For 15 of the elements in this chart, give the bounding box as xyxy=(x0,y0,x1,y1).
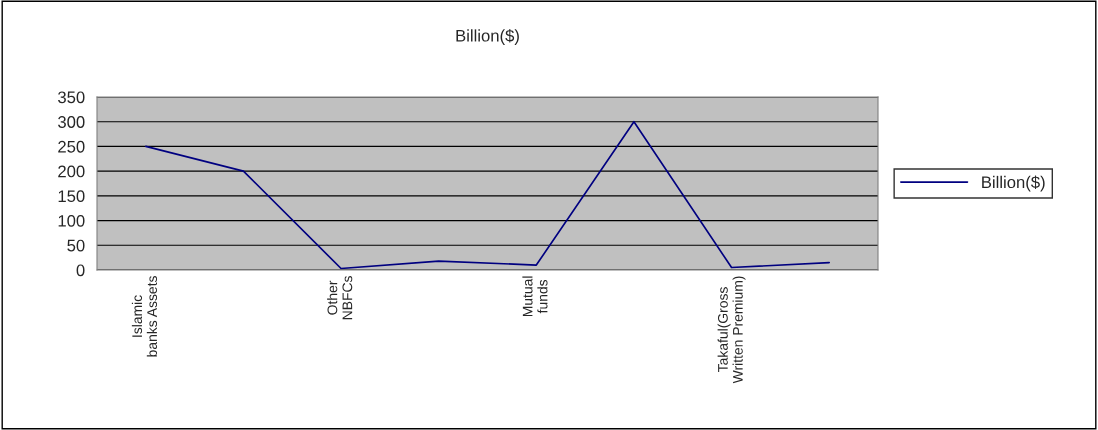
y-tick-label: 350 xyxy=(58,91,85,104)
legend-label: Billion($) xyxy=(982,175,1045,192)
x-tick-label: Other NBFCs xyxy=(327,276,353,320)
y-tick-label: 300 xyxy=(58,116,85,128)
y-tick-label: 100 xyxy=(58,214,85,227)
x-tick-label: Islamic banks Assets xyxy=(131,276,158,357)
y-tick-label: 50 xyxy=(67,239,85,252)
y-tick-label: 0 xyxy=(76,264,85,277)
y-tick-label: 150 xyxy=(58,190,85,203)
y-tick-label: 200 xyxy=(58,165,85,178)
x-tick-label: Takaful(Gross Written Premium) xyxy=(717,276,746,384)
chart-title: Billion($) xyxy=(456,29,519,45)
line-series xyxy=(144,120,831,270)
y-tick-label: 250 xyxy=(58,140,85,153)
x-tick-label: Mutual funds xyxy=(522,276,548,317)
